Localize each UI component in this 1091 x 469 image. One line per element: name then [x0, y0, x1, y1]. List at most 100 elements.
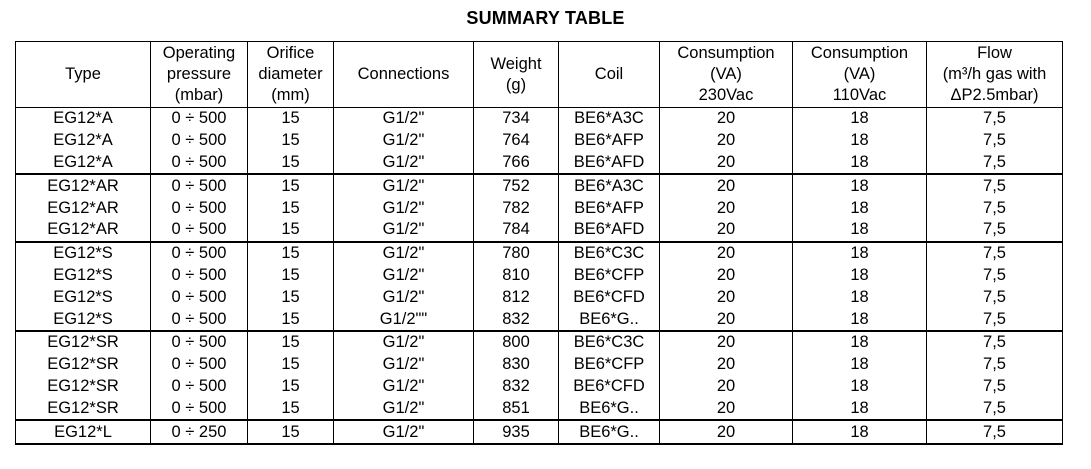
table-cell: 0 ÷ 500 — [150, 129, 248, 152]
table-cell: 18 — [792, 173, 927, 198]
table-cell: BE6*AFP — [558, 129, 660, 152]
table-cell: EG12*S — [15, 308, 151, 331]
table-cell: 7,5 — [926, 353, 1063, 376]
column-header-line: Connections — [357, 65, 450, 83]
column-header-line: Consumption — [677, 44, 775, 62]
table-cell: BE6*AFD — [558, 218, 660, 242]
table-cell: 782 — [473, 197, 559, 219]
column-header-line: Weight — [490, 54, 542, 73]
table-cell: G1/2" — [333, 286, 474, 309]
table-cell: 18 — [792, 151, 927, 175]
column-header: Connections — [333, 41, 474, 108]
column-header: Coil — [558, 41, 660, 108]
table-cell: G1/2" — [333, 329, 474, 354]
table-cell: 800 — [473, 329, 559, 354]
table-cell: 734 — [473, 107, 559, 130]
table-row: EG12*AR 0 ÷ 500 15 G1/2" 784 BE6*AFD 20 18 7,5 — [15, 218, 1063, 242]
table-cell: 0 ÷ 500 — [150, 264, 248, 287]
column-header-line: Flow — [977, 44, 1012, 62]
table-row: EG12*S 0 ÷ 500 15 G1/2" 812 BE6*CFD 20 18 7,5 — [15, 286, 1063, 309]
table-cell: G1/2" — [333, 240, 474, 265]
table-cell: 0 ÷ 250 — [150, 419, 248, 445]
table-cell: 7,5 — [926, 151, 1063, 175]
table-cell: G1/2" — [333, 375, 474, 398]
table-cell: 20 — [659, 197, 793, 219]
table-cell: G1/2" — [333, 218, 474, 242]
table-row: EG12*S 0 ÷ 500 15 G1/2" 780 BE6*C3C 20 18 7,5 — [15, 240, 1063, 265]
table-cell: 7,5 — [926, 329, 1063, 354]
table-cell: G1/2" — [333, 129, 474, 152]
table-cell: G1/2" — [333, 264, 474, 287]
header-row: Type Operating pressure (mbar) Orifice diamet… — [15, 41, 1063, 108]
table-cell: 15 — [247, 264, 334, 287]
table-cell: 764 — [473, 129, 559, 152]
table-row: EG12*SR 0 ÷ 500 15 G1/2" 830 BE6*CFP 20 18 7,5 — [15, 353, 1063, 376]
table-cell: 0 ÷ 500 — [150, 397, 248, 421]
column-header: Consumption (VA) 230Vac — [659, 41, 793, 108]
table-cell: 20 — [659, 419, 793, 445]
table-row: EG12*A 0 ÷ 500 15 G1/2" 764 BE6*AFP 20 18 7,5 — [15, 129, 1063, 152]
table-cell: 0 ÷ 500 — [150, 197, 248, 219]
table-cell: G1/2" — [333, 419, 474, 445]
table-cell: 18 — [792, 264, 927, 287]
table-cell: EG12*S — [15, 286, 151, 309]
table-cell: 766 — [473, 151, 559, 175]
table-cell: EG12*A — [15, 151, 151, 175]
table-cell: 780 — [473, 240, 559, 265]
table-cell: BE6*AFD — [558, 151, 660, 175]
table-row: EG12*SR 0 ÷ 500 15 G1/2" 800 BE6*C3C 20 18 7,5 — [15, 329, 1063, 354]
table-row: EG12*A 0 ÷ 500 15 G1/2" 734 BE6*A3C 20 18 7,5 — [15, 107, 1063, 130]
column-header: Orifice diameter (mm) — [247, 41, 334, 108]
table-cell: 15 — [247, 129, 334, 152]
table-cell: BE6*G.. — [558, 419, 660, 445]
column-header-line: Consumption — [810, 44, 909, 62]
column-header: Type — [15, 41, 151, 108]
table-cell: 15 — [247, 397, 334, 421]
column-header: Flow (m³/h gas with ΔP2.5mbar) — [926, 41, 1063, 108]
table-cell: 812 — [473, 286, 559, 309]
table-row: EG12*AR 0 ÷ 500 15 G1/2" 782 BE6*AFP 20 18 7,5 — [15, 197, 1063, 219]
table-cell: BE6*CFD — [558, 375, 660, 398]
table-cell: 752 — [473, 173, 559, 198]
table-cell: 0 ÷ 500 — [150, 308, 248, 331]
table-body: EG12*A 0 ÷ 500 15 G1/2" 734 BE6*A3C 20 18 7,5 EG1… — [15, 107, 1063, 445]
table-cell: 7,5 — [926, 397, 1063, 421]
table-cell: 832 — [473, 308, 559, 331]
table-row: EG12*AR 0 ÷ 500 15 G1/2" 752 BE6*A3C 20 18 7,5 — [15, 173, 1063, 198]
column-header-line: Operating — [162, 44, 236, 62]
table-cell: 0 ÷ 500 — [150, 240, 248, 265]
table-cell: 15 — [247, 107, 334, 130]
table-cell: 15 — [247, 240, 334, 265]
table-cell: 7,5 — [926, 308, 1063, 331]
column-header: Weight (g) — [473, 41, 559, 108]
table-cell: 15 — [247, 151, 334, 175]
table-cell: BE6*A3C — [558, 107, 660, 130]
table-cell: 20 — [659, 240, 793, 265]
table-cell: EG12*S — [15, 240, 151, 265]
table-cell: 18 — [792, 375, 927, 398]
table-cell: 7,5 — [926, 173, 1063, 198]
column-header-line: Type — [65, 65, 101, 83]
table-cell: BE6*C3C — [558, 329, 660, 354]
table-row: EG12*S 0 ÷ 500 15 G1/2" 810 BE6*CFP 20 18 7,5 — [15, 264, 1063, 287]
table-cell: 20 — [659, 353, 793, 376]
column-header-line: (mbar) — [174, 86, 224, 104]
table-cell: 20 — [659, 129, 793, 152]
table-cell: BE6*G.. — [558, 397, 660, 421]
table-cell: 15 — [247, 375, 334, 398]
table-cell: 0 ÷ 500 — [150, 107, 248, 130]
table-cell: 18 — [792, 218, 927, 242]
table-cell: 7,5 — [926, 375, 1063, 398]
table-cell: 0 ÷ 500 — [150, 353, 248, 376]
table-cell: EG12*A — [15, 107, 151, 130]
table-cell: BE6*CFD — [558, 286, 660, 309]
table-cell: 18 — [792, 197, 927, 219]
table-cell: EG12*AR — [15, 197, 151, 219]
table-cell: 20 — [659, 329, 793, 354]
table-cell: EG12*A — [15, 129, 151, 152]
table-row: EG12*SR 0 ÷ 500 15 G1/2" 832 BE6*CFD 20 18 7,5 — [15, 375, 1063, 398]
table-cell: 20 — [659, 107, 793, 130]
table-row: EG12*A 0 ÷ 500 15 G1/2" 766 BE6*AFD 20 18 7,5 — [15, 151, 1063, 175]
table-cell: BE6*G.. — [558, 308, 660, 331]
table-cell: 0 ÷ 500 — [150, 151, 248, 175]
